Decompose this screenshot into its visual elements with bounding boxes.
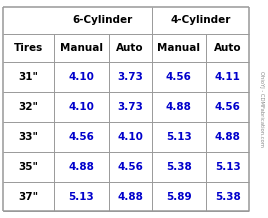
Text: 4.88: 4.88 [117,191,143,201]
Text: 4.10: 4.10 [68,102,94,112]
Text: 4.88: 4.88 [166,102,192,112]
Text: 4.56: 4.56 [117,162,143,172]
Text: 5.38: 5.38 [215,191,240,201]
Text: 5.13: 5.13 [69,191,94,201]
Text: Auto: Auto [214,43,241,53]
Text: OhioYJ - CDMFabrication.com: OhioYJ - CDMFabrication.com [259,71,264,147]
Text: 4-Cylinder: 4-Cylinder [170,15,231,25]
Text: Tires: Tires [14,43,43,53]
Text: 4.88: 4.88 [215,132,241,142]
Text: Manual: Manual [157,43,200,53]
Text: Auto: Auto [116,43,144,53]
Text: 4.11: 4.11 [215,72,241,82]
Text: 5.13: 5.13 [215,162,240,172]
Text: 4.56: 4.56 [166,72,192,82]
Text: Manual: Manual [60,43,103,53]
Text: 4.10: 4.10 [68,72,94,82]
Text: 3.73: 3.73 [117,72,143,82]
Text: 6-Cylinder: 6-Cylinder [73,15,133,25]
Text: 5.89: 5.89 [166,191,192,201]
Text: 4.56: 4.56 [68,132,94,142]
Text: 35": 35" [18,162,38,172]
Text: 37": 37" [18,191,39,201]
Text: 4.10: 4.10 [117,132,143,142]
Text: 32": 32" [18,102,38,112]
Text: 4.88: 4.88 [68,162,94,172]
Text: 31": 31" [18,72,38,82]
Text: 4.56: 4.56 [215,102,241,112]
Text: 33": 33" [18,132,38,142]
Text: 5.38: 5.38 [166,162,192,172]
Text: 5.13: 5.13 [166,132,192,142]
Text: 3.73: 3.73 [117,102,143,112]
